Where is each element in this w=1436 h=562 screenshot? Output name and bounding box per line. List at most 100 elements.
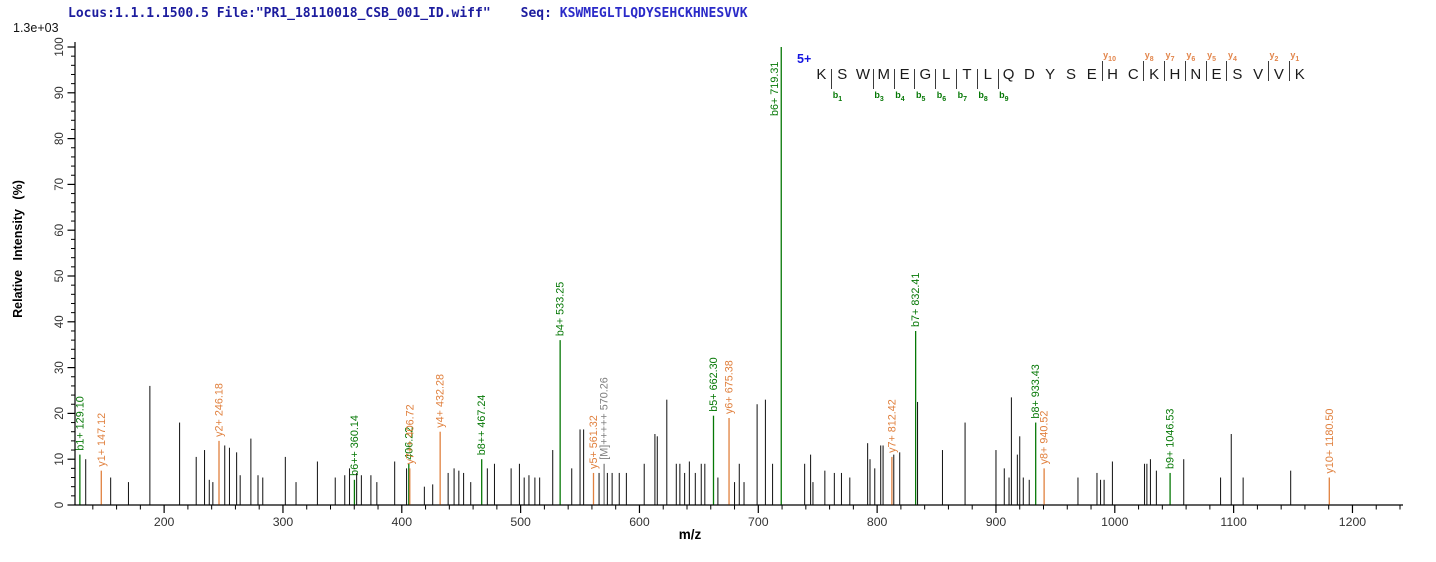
residue-letter: T [962,66,972,83]
y5-cleavage-mark [1205,61,1207,81]
y-tick-label: 70 [54,178,66,191]
y-tick-label: 50 [54,270,66,283]
residue-letter: G [919,66,932,83]
y-tick-label: 10 [54,453,66,466]
residue-letter: N [1190,66,1202,83]
y-axis-title: Relative Intensity (%) [11,180,25,318]
b4-ion-label: b4 [895,90,905,103]
locus-file-text: Locus:1.1.1.1500.5 File:"PR1_18110018_CS… [68,6,491,21]
peak-label: [M]+++++ 570.26 [599,377,611,460]
residue: y1 K [1288,51,1310,86]
residue: W [853,66,874,86]
y1-cleavage-mark [1288,61,1290,81]
y7-ion-label: y7 [1165,50,1175,63]
x-tick-label: 800 [867,515,888,529]
peak-label: y7++ 406.72 [404,404,416,464]
residue: D [1019,66,1040,86]
peak-label: y7+ 812.42 [886,399,898,453]
y4-cleavage-mark [1226,61,1228,81]
b3-cleavage-mark [872,69,874,89]
x-axis-title: m/z [678,527,702,542]
residue-letter: E [1211,66,1222,83]
peak-label: y6+ 675.38 [724,360,736,414]
residue: Y [1040,66,1061,86]
peak-label: b8++ 467.24 [476,395,488,456]
b6-ion-label: b6 [936,90,947,103]
residue-letter: K [1294,66,1305,83]
y4-ion-label: y4 [1227,50,1237,63]
peak-label: b1+ 129.10 [74,396,86,450]
x-tick-label: 600 [629,515,650,529]
y8-cleavage-mark [1143,61,1145,81]
residue: V [1248,66,1269,86]
y5-ion-label: y5 [1207,50,1217,63]
residue-letter: Q [1002,66,1015,83]
residue-letter: S [837,66,848,83]
residue-letter: E [1086,66,1097,83]
residue-letter: K [816,66,827,83]
y-tick-label: 0 [54,502,66,508]
residue: b5 G [914,66,936,103]
residue-letter: S [1232,66,1243,83]
peak-label: y10+ 1180.50 [1324,409,1336,474]
b1-ion-label: b1 [832,90,843,103]
y-tick-label: 40 [54,315,66,328]
x-tick-label: 1200 [1339,515,1367,529]
residue: C [1123,66,1144,86]
peak-label: y1+ 147.12 [96,413,108,467]
residue-letter: K [1149,66,1160,83]
peak-label: b6++ 360.14 [349,415,361,476]
b1-cleavage-mark [831,69,833,89]
residue: y10 H [1101,51,1123,86]
y10-cleavage-mark [1101,61,1103,81]
max-intensity-label: 1.3e+03 [13,21,59,35]
b9-cleavage-mark [997,69,999,89]
residue: b9 Q [997,66,1019,103]
y-tick-label: 90 [54,86,66,99]
peak-label: b7+ 832.41 [910,273,922,327]
x-tick-label: 200 [154,515,175,529]
residue: y7 H [1164,51,1186,86]
x-tick-label: 700 [748,515,769,529]
peak-label: y4+ 432.28 [435,374,447,428]
seq-value: KSWMEGLTLQDYSEHCKHNESVVK [559,6,748,21]
b7-cleavage-mark [956,69,958,89]
y10-ion-label: y10 [1103,50,1116,63]
b5-cleavage-mark [914,69,916,89]
peak-label: b4+ 533.25 [555,282,567,336]
peak-label: b5+ 662.30 [708,357,720,411]
residue: S [1061,66,1082,86]
x-tick-label: 300 [273,515,294,529]
y8-ion-label: y8 [1144,50,1154,63]
peak-label: y2+ 246.18 [214,383,226,437]
x-tick-label: 900 [986,515,1007,529]
residue: y4 S [1226,51,1248,86]
b5-ion-label: b5 [915,90,926,103]
peak-label: b9+ 1046.53 [1165,409,1177,469]
residue-letter: L [942,66,951,83]
b7-ion-label: b7 [957,90,967,103]
b3-ion-label: b3 [874,90,884,103]
residue: b7 T [956,66,978,103]
residue-letter: Y [1045,66,1056,83]
spectrum-header: Locus:1.1.1.1500.5 File:"PR1_18110018_CS… [68,6,748,21]
y-tick-label: 20 [54,407,66,420]
residue-letter: W [855,66,871,83]
y2-cleavage-mark [1268,61,1270,81]
residue: y8 K [1143,51,1165,86]
residue-letter: L [983,66,992,83]
x-tick-label: 1000 [1101,515,1129,529]
seq-label: Seq: [520,6,552,21]
residue-letter: M [877,66,891,83]
residue: b8 L [976,66,998,103]
residue-letter: E [899,66,910,83]
residue: K [811,66,832,86]
x-tick-label: 400 [392,515,413,529]
residue: b1 S [831,66,853,103]
residue: y2 V [1268,51,1290,86]
y6-cleavage-mark [1184,61,1186,81]
residue-letter: H [1107,66,1118,83]
residue-letter: D [1023,66,1035,83]
residue: E [1081,66,1102,86]
